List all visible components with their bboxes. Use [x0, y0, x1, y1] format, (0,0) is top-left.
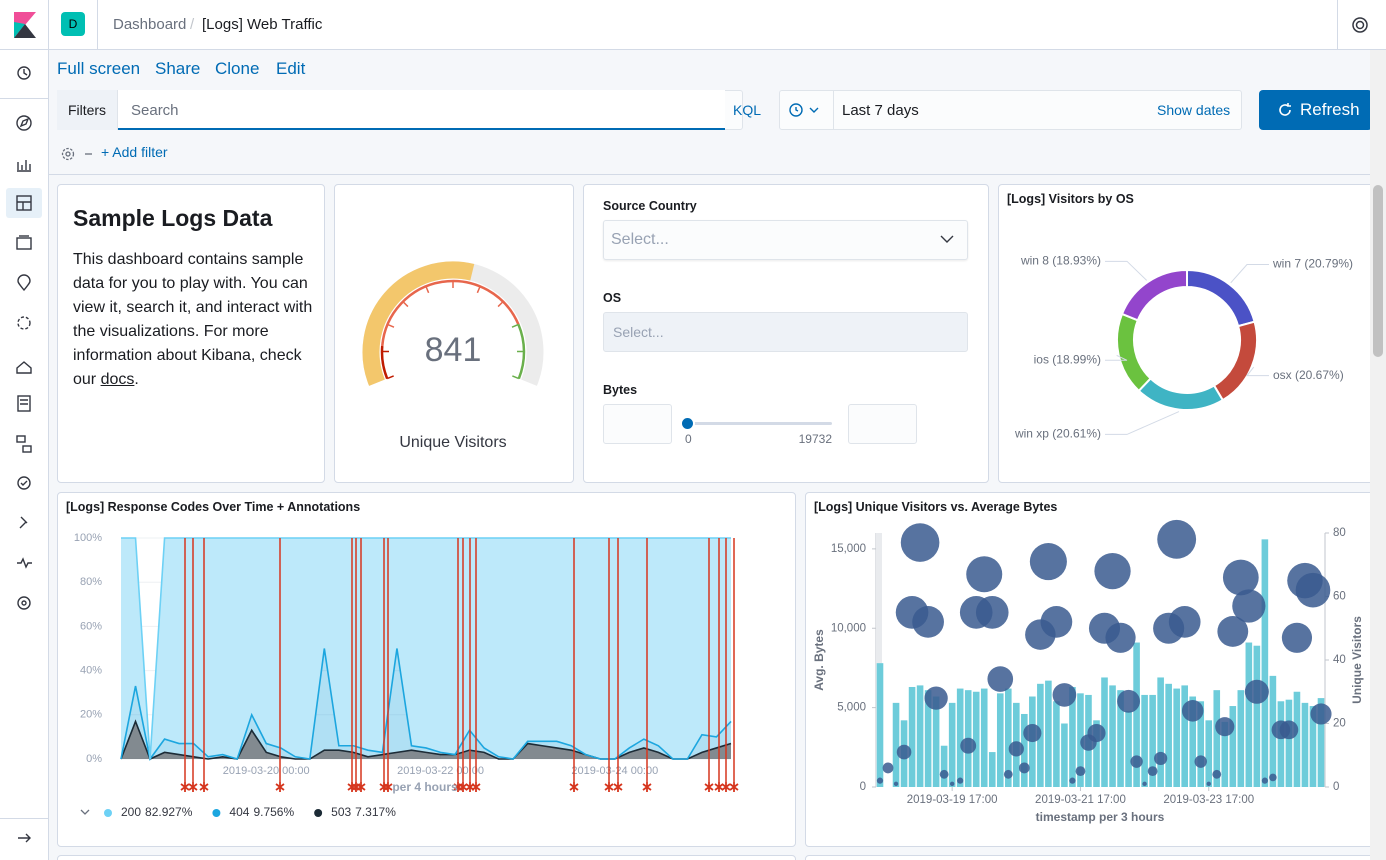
range-handle[interactable] — [680, 416, 695, 431]
menu-link[interactable]: Full screen — [57, 59, 140, 79]
show-dates[interactable]: Show dates — [1157, 102, 1230, 118]
chevron — [940, 234, 954, 244]
range-track — [688, 422, 832, 425]
search-placeholder: Search — [131, 102, 179, 119]
range-min: 0 — [685, 432, 692, 446]
menu-link[interactable]: Edit — [276, 59, 305, 79]
control-label: Bytes — [603, 383, 637, 397]
time-range[interactable]: Last 7 days — [842, 102, 919, 119]
panel — [805, 492, 1378, 847]
add-filter[interactable]: + Add filter — [101, 144, 168, 160]
text: . — [134, 371, 138, 388]
panel — [998, 184, 1378, 483]
range-max: 19732 — [772, 432, 832, 446]
search-input[interactable] — [118, 90, 725, 130]
scrollbar-thumb[interactable] — [1373, 185, 1383, 357]
kibana-logo[interactable] — [14, 12, 36, 38]
space-avatar[interactable]: D — [61, 12, 85, 36]
menu-link[interactable]: Share — [155, 59, 200, 79]
panel-title: [Logs] Response Codes Over Time + Annota… — [66, 500, 360, 514]
panel-title: [Logs] Unique Visitors vs. Average Bytes — [814, 500, 1057, 514]
panel — [805, 855, 1378, 860]
control-label: OS — [603, 291, 621, 305]
breadcrumb: [Logs] Web Traffic — [202, 16, 322, 33]
select-placeholder: Select... — [611, 231, 669, 249]
markdown-title: Sample Logs Data — [73, 205, 272, 232]
panel — [57, 855, 796, 860]
docs-link[interactable]: docs — [101, 371, 135, 388]
scrollbar — [1370, 50, 1386, 860]
divider — [1337, 0, 1338, 50]
refresh-icon — [1277, 102, 1293, 118]
menu-link[interactable]: Clone — [215, 59, 259, 79]
divider — [48, 0, 49, 50]
filters-label: Filters — [57, 90, 118, 130]
panel — [57, 492, 796, 847]
divider — [49, 174, 1370, 175]
language-button[interactable]: KQL — [733, 102, 761, 118]
markdown-text: This dashboard contains sample data for … — [73, 248, 317, 392]
panel — [334, 184, 574, 483]
help-icon[interactable] — [1351, 16, 1369, 34]
refresh-label: Refresh — [1300, 100, 1360, 120]
range-input[interactable] — [848, 404, 917, 444]
filter-settings-icon[interactable] — [60, 145, 94, 163]
breadcrumb[interactable]: Dashboard — [113, 16, 186, 33]
control-label: Source Country — [603, 199, 697, 213]
select-placeholder: Select... — [613, 324, 664, 340]
breadcrumb-separator: / — [190, 16, 194, 33]
clock-chevron-icon — [788, 102, 828, 118]
text: This dashboard contains sample data for … — [73, 251, 312, 388]
range-input[interactable] — [603, 404, 672, 444]
nav-icons[interactable] — [0, 50, 48, 860]
divider — [97, 0, 98, 50]
panel-title: [Logs] Visitors by OS — [1007, 192, 1134, 206]
